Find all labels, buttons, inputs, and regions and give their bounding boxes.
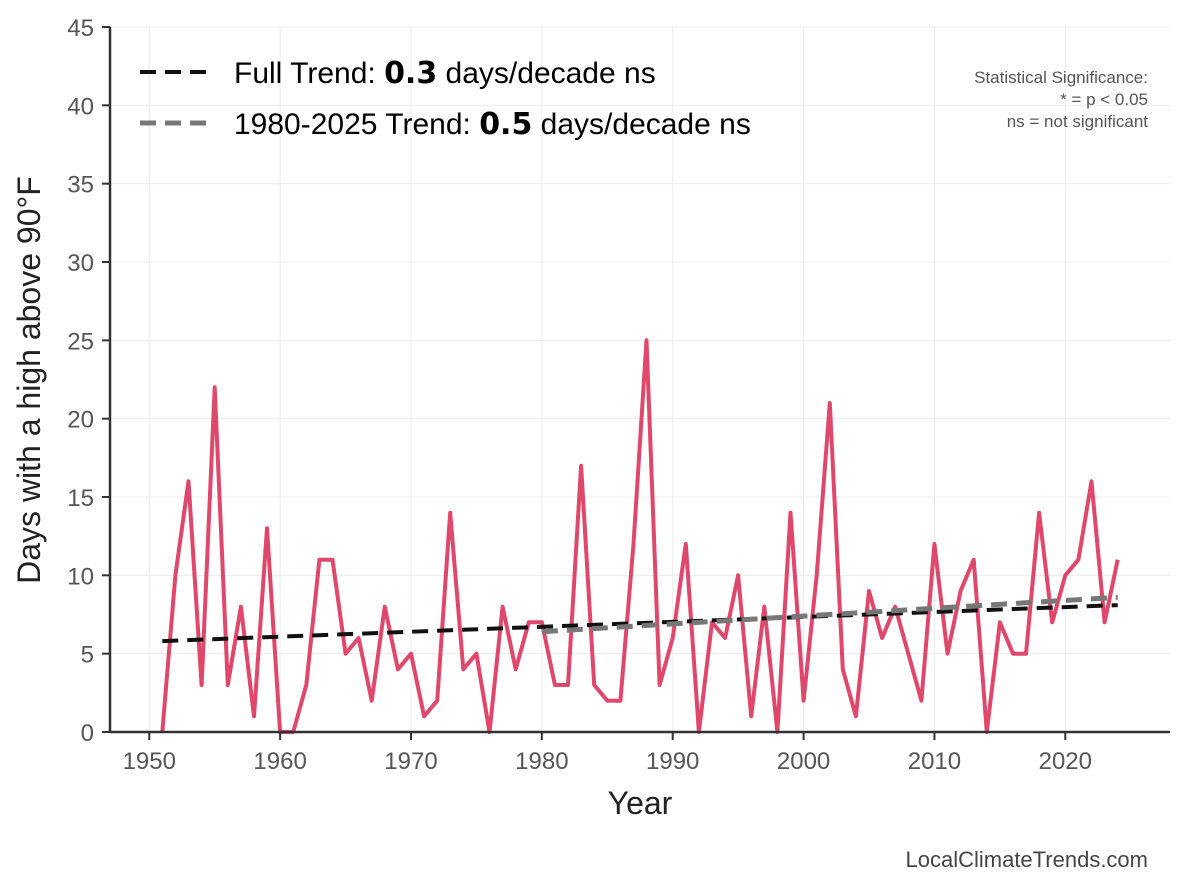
axes <box>108 27 1170 734</box>
trend-line-full-trend <box>162 603 1118 644</box>
trend-line-1980-2025-trend <box>541 594 1118 635</box>
legend-label-1980-trend: 1980-2025 Trend: 0.5 days/decade ns <box>234 107 751 142</box>
y-tick-label: 30 <box>67 250 94 277</box>
significance-note: Statistical Significance: * = p < 0.05 n… <box>974 68 1148 131</box>
significance-title: Statistical Significance: <box>974 68 1148 87</box>
y-tick-label: 0 <box>81 720 94 747</box>
y-tick-label: 35 <box>67 172 94 199</box>
x-tick-label: 1960 <box>253 748 306 775</box>
observed-line <box>160 338 1120 734</box>
x-tick-label: 2000 <box>777 748 830 775</box>
y-tick-label: 25 <box>67 328 94 355</box>
legend-label-full-trend: Full Trend: 0.3 days/decade ns <box>234 56 656 91</box>
x-tick-label: 1990 <box>646 748 699 775</box>
credit-text: LocalClimateTrends.com <box>906 847 1149 872</box>
significance-ns: ns = not significant <box>1007 112 1149 131</box>
ticks: 0 5 10 15 20 25 30 35 40 45 1950 1960 1970 1980 1990 20… <box>67 15 1092 775</box>
y-tick-label: 40 <box>67 93 94 120</box>
x-axis-title: Year <box>608 785 673 821</box>
y-tick-label: 20 <box>67 407 94 434</box>
x-tick-label: 2010 <box>908 748 961 775</box>
y-tick-label: 5 <box>81 642 94 669</box>
x-tick-label: 1950 <box>123 748 176 775</box>
legend: Full Trend: 0.3 days/decade ns 1980-2025… <box>140 56 751 142</box>
y-tick-label: 45 <box>67 15 94 42</box>
y-tick-label: 15 <box>67 485 94 512</box>
x-tick-label: 2020 <box>1039 748 1092 775</box>
significance-star: * = p < 0.05 <box>1060 90 1148 109</box>
x-tick-label: 1980 <box>515 748 568 775</box>
y-tick-label: 10 <box>67 563 94 590</box>
series-layer <box>160 338 1120 734</box>
x-tick-label: 1970 <box>384 748 437 775</box>
y-axis-title: Days with a high above 90°F <box>11 176 47 584</box>
